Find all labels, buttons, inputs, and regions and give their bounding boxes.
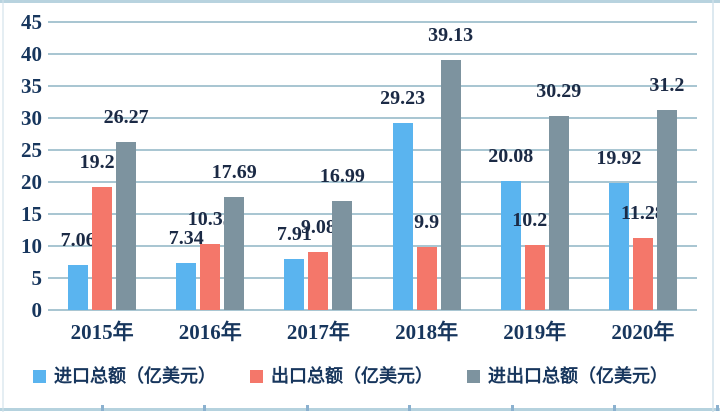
bar bbox=[176, 263, 197, 310]
frame-border-top bbox=[0, 0, 720, 3]
gridline bbox=[48, 21, 697, 23]
x-axis-category-label: 2019年 bbox=[503, 320, 567, 344]
bar-value-label: 26.27 bbox=[103, 105, 149, 128]
y-axis-tick-label: 15 bbox=[21, 202, 42, 226]
table-column-divider-tick bbox=[510, 405, 514, 411]
bar-value-label: 11.28 bbox=[620, 201, 665, 224]
bar-value-label: 19.92 bbox=[596, 146, 642, 169]
gridline bbox=[48, 149, 697, 151]
bar-value-label: 19.21 bbox=[79, 151, 125, 174]
bar bbox=[392, 122, 413, 310]
bar bbox=[608, 182, 629, 310]
bar bbox=[68, 264, 89, 310]
gridline bbox=[48, 53, 697, 55]
gridline bbox=[48, 245, 697, 247]
legend-swatch bbox=[467, 370, 480, 383]
y-axis-tick-label: 0 bbox=[31, 298, 43, 322]
x-axis-category-label: 2015年 bbox=[70, 320, 134, 344]
bar bbox=[284, 259, 305, 310]
bar bbox=[416, 246, 437, 310]
legend-label: 出口总额（亿美元） bbox=[271, 366, 433, 386]
x-axis-category-label: 2017年 bbox=[286, 320, 350, 344]
x-axis-category-label: 2020年 bbox=[611, 320, 675, 344]
bar-value-label: 9.08 bbox=[300, 215, 336, 238]
x-axis-category-label: 2018年 bbox=[395, 320, 459, 344]
gridline bbox=[48, 85, 697, 87]
bar-value-label: 31.2 bbox=[649, 74, 685, 97]
y-axis-tick-label: 10 bbox=[21, 234, 42, 258]
frame-border-left bbox=[2, 0, 4, 412]
bar bbox=[524, 244, 545, 310]
bar bbox=[440, 59, 461, 310]
bar-value-label: 10.21 bbox=[512, 208, 558, 231]
table-top-edge bbox=[0, 408, 720, 411]
y-axis-tick-label: 5 bbox=[31, 266, 43, 290]
gridline bbox=[48, 117, 697, 119]
legend-item: 进口总额（亿美元） bbox=[33, 367, 216, 386]
bar-value-label: 17.69 bbox=[211, 160, 257, 183]
bar-value-label: 30.29 bbox=[536, 80, 582, 103]
bar bbox=[308, 251, 329, 310]
x-axis-category-label: 2016年 bbox=[178, 320, 242, 344]
table-column-divider-tick bbox=[715, 405, 719, 411]
legend-item: 出口总额（亿美元） bbox=[250, 367, 433, 386]
chart-legend: 进口总额（亿美元） 出口总额（亿美元） 进出口总额（亿美元） bbox=[33, 367, 668, 386]
bar bbox=[200, 243, 221, 310]
y-axis-tick-label: 30 bbox=[21, 106, 42, 130]
legend-label: 进口总额（亿美元） bbox=[54, 366, 216, 386]
bar bbox=[224, 196, 245, 310]
bar-value-label: 10.35 bbox=[187, 207, 233, 230]
bar bbox=[116, 141, 137, 310]
gridline bbox=[48, 277, 697, 279]
frame-border-right bbox=[712, 0, 714, 412]
table-column-divider-tick bbox=[613, 405, 616, 411]
bar-value-label: 20.08 bbox=[488, 145, 534, 168]
bar bbox=[500, 181, 521, 310]
bar-value-label: 29.23 bbox=[380, 86, 426, 109]
table-column-divider-tick bbox=[203, 405, 206, 411]
bar-value-label: 7.34 bbox=[168, 227, 204, 250]
y-axis-tick-label: 25 bbox=[21, 138, 42, 162]
bar-value-label: 7.06 bbox=[60, 228, 96, 251]
bar bbox=[656, 110, 677, 310]
bar bbox=[548, 116, 569, 310]
bar-value-label: 39.13 bbox=[428, 23, 474, 46]
legend-label: 进出口总额（亿美元） bbox=[488, 366, 668, 386]
table-column-divider-tick bbox=[100, 405, 104, 411]
gridline bbox=[48, 213, 697, 215]
bar-value-label: 9.9 bbox=[414, 210, 440, 233]
bar-value-label: 16.99 bbox=[319, 165, 365, 188]
bar-value-label: 7.91 bbox=[276, 223, 312, 246]
y-axis-tick-label: 20 bbox=[21, 170, 42, 194]
y-axis-tick-label: 45 bbox=[21, 10, 42, 34]
legend-swatch bbox=[250, 370, 263, 383]
bar bbox=[332, 201, 353, 310]
y-axis-tick-label: 40 bbox=[21, 42, 42, 66]
bar bbox=[632, 237, 653, 310]
table-column-divider-tick bbox=[305, 405, 309, 411]
bar bbox=[92, 187, 113, 310]
table-column-divider-tick bbox=[408, 405, 411, 411]
gridline bbox=[48, 309, 697, 311]
legend-swatch bbox=[33, 370, 46, 383]
y-axis-tick-label: 35 bbox=[21, 74, 42, 98]
gridline bbox=[48, 181, 697, 183]
legend-item: 进出口总额（亿美元） bbox=[467, 367, 668, 386]
